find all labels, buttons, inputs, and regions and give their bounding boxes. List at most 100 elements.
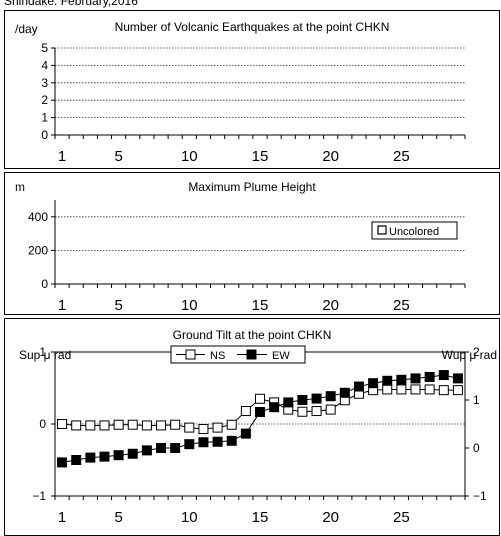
x-tick-label: 20 xyxy=(322,509,339,526)
x-tick-label: 5 xyxy=(114,148,122,165)
data-point-ew xyxy=(353,381,364,392)
right-y-tick-label: −1 xyxy=(473,489,487,503)
data-point-ew xyxy=(410,373,421,384)
data-point-ns xyxy=(452,385,463,396)
x-tick-label: 15 xyxy=(252,297,269,314)
data-point-ew xyxy=(368,378,379,389)
data-point-ns xyxy=(212,422,223,433)
legend-label-uncolored: Uncolored xyxy=(389,226,439,238)
data-point-ns xyxy=(85,420,96,431)
right-y-tick-label: 1 xyxy=(473,393,480,407)
data-point-ew xyxy=(170,443,181,453)
data-point-ns xyxy=(141,420,152,431)
data-point-ew xyxy=(85,452,96,463)
left-y-tick-label: −1 xyxy=(32,489,46,503)
x-tick-label: 20 xyxy=(322,297,339,314)
data-point-ew xyxy=(212,436,223,447)
x-tick-label: 1 xyxy=(58,297,66,314)
data-point-ew xyxy=(198,437,209,448)
data-point-ew xyxy=(255,407,265,417)
plume-chart-panel: m Maximum Plume Height 0 200 400 Uncolored 1 5 1… xyxy=(4,172,500,315)
right-y-tick-label: 2 xyxy=(473,345,480,359)
legend-label-ew: EW xyxy=(272,350,290,362)
data-point-ew xyxy=(396,374,407,385)
y-tick-label: 4 xyxy=(41,58,48,72)
data-point-ew xyxy=(339,387,350,398)
x-tick-label: 10 xyxy=(181,509,198,526)
data-point-ew xyxy=(141,445,152,456)
data-point-ns xyxy=(240,406,251,417)
data-point-ns xyxy=(297,406,308,417)
data-point-ns xyxy=(382,384,393,395)
data-point-ns xyxy=(71,420,82,431)
chart-title: Number of Volcanic Earthquakes at the po… xyxy=(115,20,390,34)
tilt-chart-panel: Ground Tilt at the point CHKN Sup μ rad Wu… xyxy=(4,318,500,536)
chart-title: Ground Tilt at the point CHKN xyxy=(173,328,332,342)
chart-title: Maximum Plume Height xyxy=(188,180,316,194)
page-title: Shindake: February,2016 xyxy=(4,0,138,8)
x-tick-label: 25 xyxy=(393,297,410,314)
data-point-ns xyxy=(325,404,336,415)
data-point-ns xyxy=(410,384,421,395)
data-point-ns xyxy=(396,384,407,395)
earthquake-chart-panel: /day Number of Volcanic Earthquakes at th… xyxy=(4,10,500,169)
x-tick-label: 10 xyxy=(181,148,198,165)
legend-marker-uncolored xyxy=(377,225,387,235)
data-point-ew xyxy=(127,448,138,459)
legend-box xyxy=(371,221,458,240)
legend-marker-ew xyxy=(246,349,257,360)
data-point-ns xyxy=(424,384,435,395)
y-tick-label: 0 xyxy=(41,128,48,142)
data-point-ew xyxy=(113,450,124,461)
data-point-ew xyxy=(184,439,195,450)
data-point-ew xyxy=(297,395,308,405)
left-y-tick-label: 0 xyxy=(39,417,46,431)
data-point-ew xyxy=(57,457,68,468)
data-point-ew xyxy=(240,428,251,439)
data-point-ew xyxy=(311,393,322,404)
data-point-ns xyxy=(156,420,167,431)
x-tick-label: 5 xyxy=(114,297,122,314)
data-point-ew xyxy=(269,402,280,413)
data-point-ns xyxy=(57,419,68,429)
data-point-ew xyxy=(325,391,336,402)
data-point-ew xyxy=(452,373,463,384)
x-tick-label: 25 xyxy=(393,148,410,165)
data-point-ns xyxy=(198,424,209,435)
y-tick-label: 400 xyxy=(28,210,48,224)
data-point-ns xyxy=(438,385,449,396)
data-point-ns xyxy=(127,419,138,430)
y-tick-label: 3 xyxy=(41,76,48,90)
right-axis-label: Wup μ rad xyxy=(442,348,497,362)
right-y-tick-label: 0 xyxy=(473,441,480,455)
y-axis-unit: m xyxy=(15,180,25,194)
x-tick-label: 10 xyxy=(181,297,198,314)
earthquake-chart: /day Number of Volcanic Earthquakes at th… xyxy=(15,20,466,165)
y-axis-unit: /day xyxy=(15,22,38,36)
data-point-ew xyxy=(156,443,167,453)
x-tick-label: 25 xyxy=(393,509,410,526)
x-tick-label: 20 xyxy=(322,148,339,165)
left-y-tick-label: 1 xyxy=(39,345,46,359)
data-point-ew xyxy=(99,451,110,462)
data-point-ns xyxy=(226,419,237,430)
data-point-ew xyxy=(283,397,294,408)
legend-label-ns: NS xyxy=(210,350,225,362)
data-point-ns xyxy=(170,419,181,430)
y-tick-label: 200 xyxy=(28,243,48,257)
data-point-ns xyxy=(184,422,195,433)
y-tick-label: 5 xyxy=(41,41,48,55)
data-point-ew xyxy=(226,435,237,446)
data-point-ns xyxy=(99,420,110,431)
legend-marker-ns xyxy=(185,349,196,360)
data-point-ew xyxy=(424,371,435,382)
data-point-ew xyxy=(438,370,449,381)
x-tick-label: 15 xyxy=(252,148,269,165)
y-tick-label: 1 xyxy=(41,111,48,125)
data-point-ew xyxy=(71,455,82,465)
x-tick-label: 1 xyxy=(58,509,66,526)
x-tick-label: 5 xyxy=(114,509,122,526)
y-tick-label: 2 xyxy=(41,93,48,107)
